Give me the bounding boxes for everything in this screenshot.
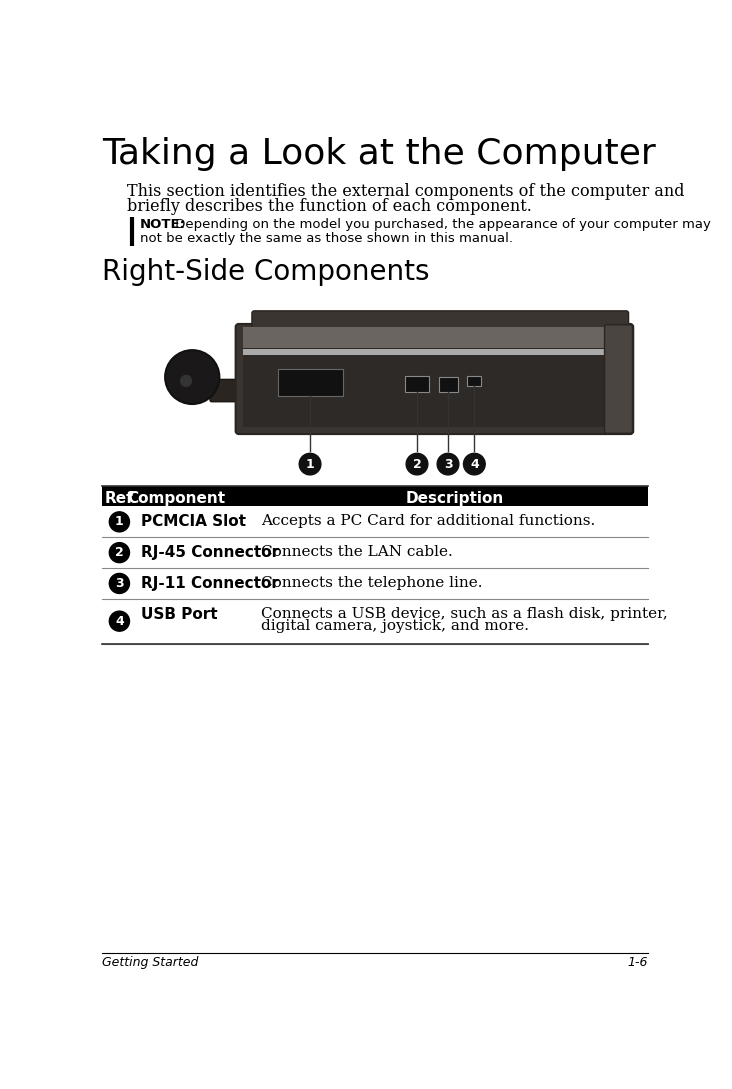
FancyBboxPatch shape <box>210 379 244 402</box>
Text: 1: 1 <box>115 515 124 528</box>
Bar <box>438 377 458 392</box>
FancyBboxPatch shape <box>252 310 629 345</box>
Bar <box>406 376 429 392</box>
Text: RJ-45 Connector: RJ-45 Connector <box>141 544 279 560</box>
Text: Connects a USB device, such as a flash disk, printer,: Connects a USB device, such as a flash d… <box>261 607 668 621</box>
Circle shape <box>180 375 193 387</box>
Text: Taking a Look at the Computer: Taking a Look at the Computer <box>102 137 656 171</box>
Text: not be exactly the same as those shown in this manual.: not be exactly the same as those shown i… <box>140 232 512 245</box>
Text: NOTE:: NOTE: <box>140 219 185 232</box>
Text: Getting Started: Getting Started <box>102 956 198 969</box>
Text: 4: 4 <box>115 614 124 627</box>
Text: RJ-11 Connector: RJ-11 Connector <box>141 576 279 590</box>
Text: digital camera, joystick, and more.: digital camera, joystick, and more. <box>261 619 529 633</box>
Circle shape <box>463 453 485 475</box>
Text: USB Port: USB Port <box>141 607 217 622</box>
Text: 1: 1 <box>306 457 315 470</box>
Circle shape <box>437 453 459 475</box>
Text: PCMCIA Slot: PCMCIA Slot <box>141 514 246 529</box>
Bar <box>242 348 627 355</box>
Bar <box>467 377 482 386</box>
Text: 3: 3 <box>115 577 124 590</box>
Bar <box>277 369 343 396</box>
Text: Accepts a PC Card for additional functions.: Accepts a PC Card for additional functio… <box>261 514 595 528</box>
Circle shape <box>109 542 130 563</box>
Circle shape <box>109 574 130 594</box>
Circle shape <box>109 611 130 632</box>
Text: Component: Component <box>127 491 225 506</box>
Text: briefly describes the function of each component.: briefly describes the function of each c… <box>127 198 532 215</box>
Text: Connects the telephone line.: Connects the telephone line. <box>261 576 482 590</box>
Text: This section identifies the external components of the computer and: This section identifies the external com… <box>127 183 684 200</box>
FancyBboxPatch shape <box>605 325 632 433</box>
FancyBboxPatch shape <box>236 323 633 435</box>
Text: 2: 2 <box>115 547 124 559</box>
Text: 4: 4 <box>470 457 479 470</box>
Circle shape <box>165 351 220 404</box>
Bar <box>242 327 627 347</box>
Text: 2: 2 <box>413 457 422 470</box>
Bar <box>242 347 627 427</box>
Circle shape <box>406 453 427 475</box>
Circle shape <box>299 453 321 475</box>
Text: Description: Description <box>406 491 504 506</box>
Text: 3: 3 <box>444 457 452 470</box>
Text: Ref: Ref <box>105 491 134 506</box>
Text: Connects the LAN cable.: Connects the LAN cable. <box>261 544 453 559</box>
Text: Right-Side Components: Right-Side Components <box>102 258 430 285</box>
Bar <box>102 487 648 506</box>
Text: 1-6: 1-6 <box>627 956 648 969</box>
Circle shape <box>109 512 130 531</box>
Text: Depending on the model you purchased, the appearance of your computer may: Depending on the model you purchased, th… <box>171 219 711 232</box>
